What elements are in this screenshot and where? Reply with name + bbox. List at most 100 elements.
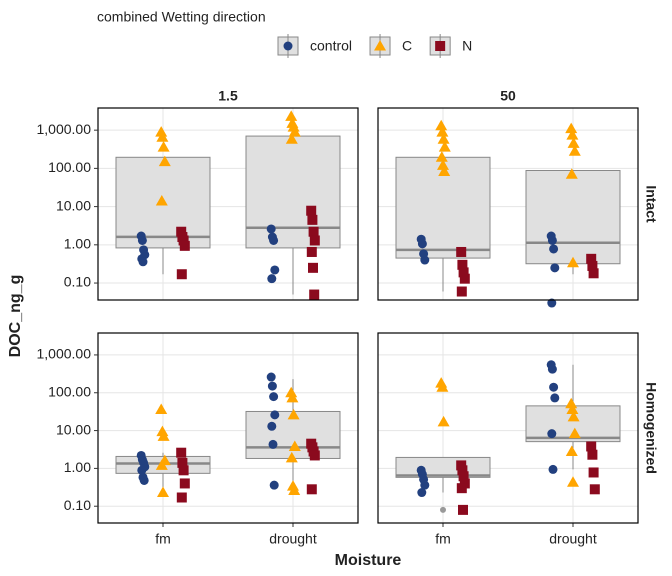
point [458,504,468,515]
point [283,41,293,51]
y-tick-label: 10.00 [56,421,91,437]
point [139,475,149,485]
point [308,262,318,273]
point [567,476,579,487]
point [458,471,469,482]
point [567,410,580,422]
point [267,274,277,284]
point [565,397,578,409]
point [588,268,599,279]
y-tick-label: 1.00 [64,236,91,252]
point [309,289,320,300]
point [435,41,446,51]
point [459,273,470,284]
point [155,459,168,470]
point [438,165,451,176]
legend-label: N [462,38,472,54]
point [457,259,468,270]
point [157,430,170,441]
point [417,239,427,249]
point [567,137,580,148]
legend-title: combined Wetting direction [97,9,266,25]
point [437,133,450,144]
point [178,235,189,246]
x-tick-label: fm [435,531,451,547]
point [550,263,560,273]
point [176,492,187,503]
point [287,408,300,420]
point [269,480,279,490]
point [547,364,557,374]
point [458,267,469,278]
point [547,429,557,439]
box [245,135,341,249]
panel-border [377,107,639,301]
point [456,246,467,257]
outlier [440,506,446,513]
point [266,372,276,382]
point [286,391,299,403]
point [268,439,278,449]
point [435,119,448,131]
point [587,260,598,271]
point [435,151,448,162]
point [288,440,301,451]
point [374,40,387,51]
panel-border [97,332,359,524]
point [437,159,449,170]
point [157,141,170,152]
point [548,464,558,474]
y-tick-label: 1.00 [64,459,91,475]
box [525,170,621,265]
point [456,286,467,297]
point [270,410,280,420]
row-strip: Homogenized [643,382,659,474]
point [155,195,168,206]
point [308,226,319,237]
point [436,126,449,137]
y-tick-label: 100.00 [48,159,91,175]
point [568,427,581,439]
point [138,257,148,267]
point [267,421,277,431]
point [309,235,320,246]
point [547,298,557,308]
y-tick-label: 0.10 [64,274,91,290]
point [586,253,597,264]
point [306,246,317,257]
point [456,483,467,494]
point [309,450,320,461]
point [156,425,169,437]
column-strip: 1.5 [218,88,238,104]
point [549,382,559,392]
point [565,445,578,456]
point [270,265,280,275]
x-tick-label: drought [269,531,317,547]
point [157,486,169,498]
point [589,484,600,495]
point [178,465,189,476]
point [550,393,560,403]
point [457,465,468,476]
point [306,484,317,495]
point [285,451,298,463]
point [266,224,276,234]
point [267,381,277,391]
point [587,449,598,460]
y-tick-label: 100.00 [48,383,91,399]
point [566,129,579,140]
point [420,255,430,265]
point [287,121,300,132]
x-tick-label: fm [155,531,171,547]
point [285,110,298,121]
legend-label: control [310,38,352,54]
point [417,488,427,498]
y-tick-label: 1,000.00 [37,121,92,137]
point [306,205,317,216]
point [176,447,187,458]
point [586,441,597,452]
panel-border [97,107,359,301]
point [137,465,147,475]
y-tick-label: 0.10 [64,497,91,513]
point [176,226,187,237]
